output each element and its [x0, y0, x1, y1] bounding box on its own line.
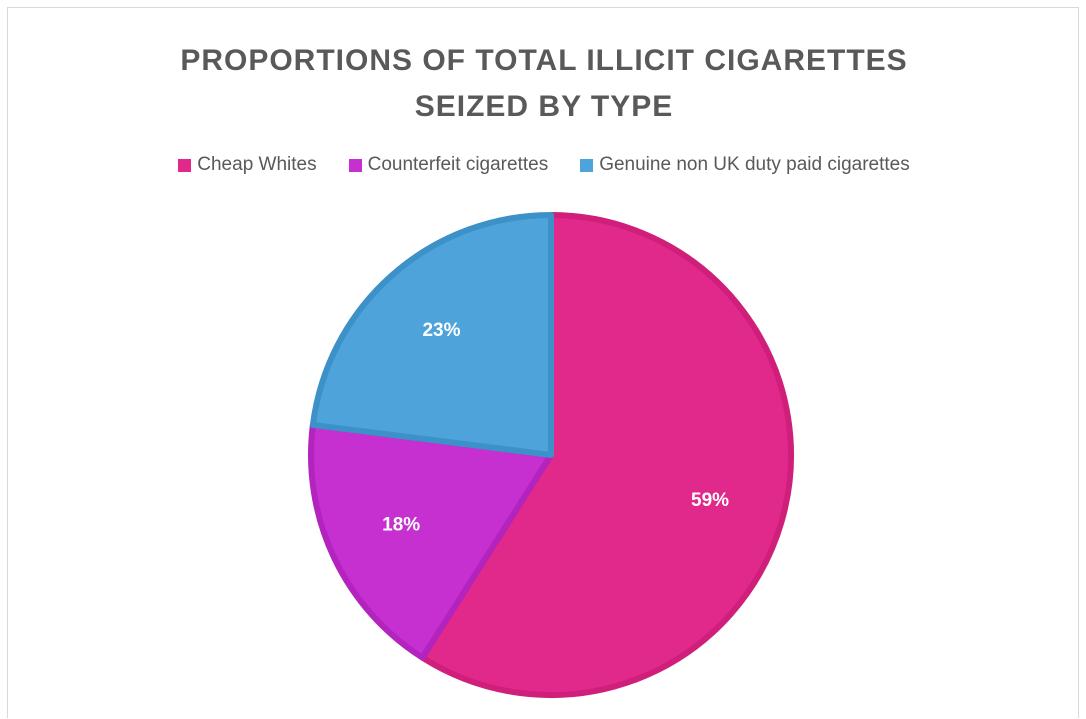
- legend-swatch-counterfeit: [348, 158, 362, 172]
- legend-label-cheap-whites: Cheap Whites: [197, 154, 317, 175]
- legend-swatch-genuine-non-uk: [580, 158, 594, 172]
- chart-title-line-1: PROPORTIONS OF TOTAL ILLICIT CIGARETTES: [180, 44, 908, 77]
- legend-item-counterfeit: Counterfeit cigarettes: [348, 153, 549, 177]
- legend-item-cheap-whites: Cheap Whites: [178, 153, 317, 177]
- pie-slice-counterfeit: [308, 421, 554, 661]
- pie-slice-cheap-whites: [419, 212, 794, 698]
- legend-label-counterfeit: Counterfeit cigarettes: [367, 154, 549, 175]
- legend-label-genuine-non-uk: Genuine non UK duty paid cigarettes: [599, 154, 910, 175]
- legend-swatch-cheap-whites: [178, 158, 192, 172]
- chart-area: PROPORTIONS OF TOTAL ILLICIT CIGARETTES …: [7, 7, 1079, 718]
- chart-legend: Cheap Whites Counterfeit cigarettes Genu…: [8, 153, 1080, 177]
- data-label-cheap-whites: 59%: [691, 490, 729, 511]
- chart-title: PROPORTIONS OF TOTAL ILLICIT CIGARETTES …: [8, 38, 1080, 130]
- pie-chart: 59% 18% 23%: [308, 212, 794, 698]
- chart-title-line-2: SEIZED BY TYPE: [414, 90, 674, 123]
- pie-slice-genuine-non-uk: [309, 212, 554, 458]
- data-label-genuine-non-uk: 23%: [422, 320, 460, 341]
- legend-item-genuine-non-uk: Genuine non UK duty paid cigarettes: [580, 153, 910, 177]
- data-label-counterfeit: 18%: [382, 515, 420, 536]
